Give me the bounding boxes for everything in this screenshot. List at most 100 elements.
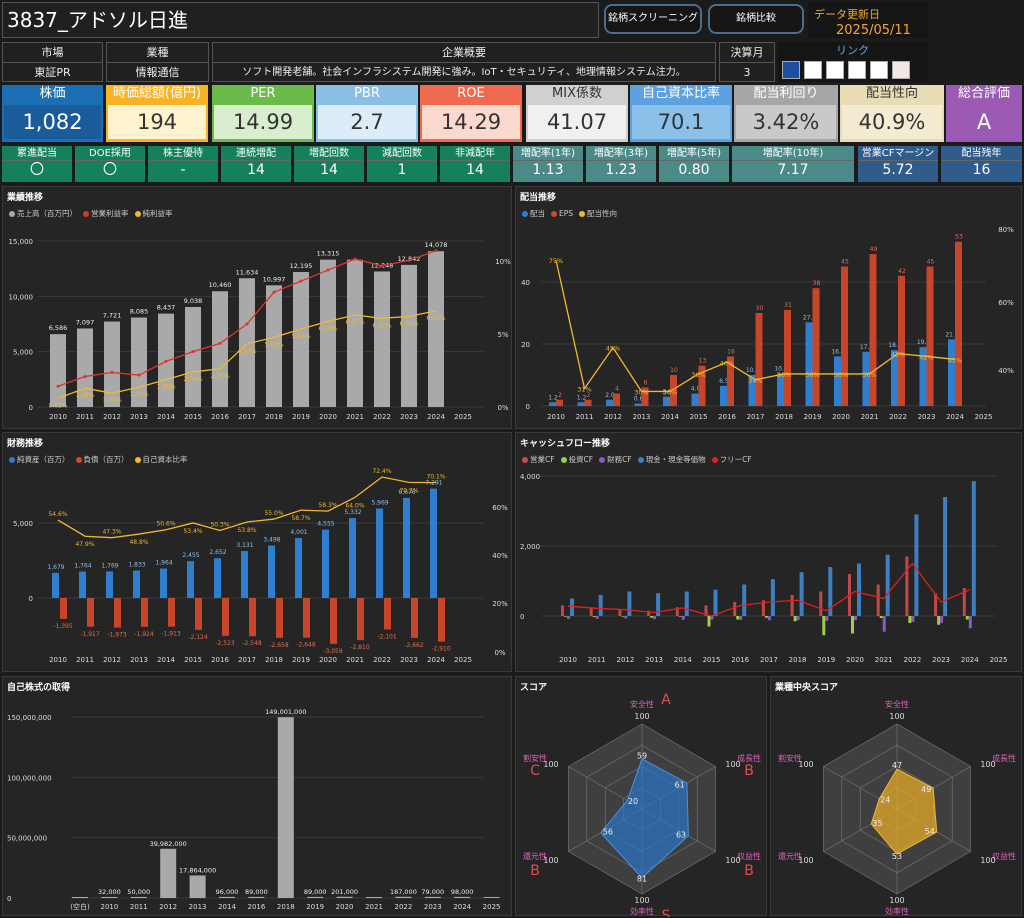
x-tick-label: 2021 (346, 656, 364, 664)
metric-tile: 時価総額(億円) 194 (106, 85, 208, 142)
indicator-label: 営業CFマージン (858, 146, 938, 161)
x-tick-label: 2022 (394, 903, 412, 911)
metric-value: 14.99 (214, 105, 312, 139)
legend-cash: 現金・現金等価物 (645, 455, 706, 464)
stock-screening-button[interactable]: 銘柄スクリーニング (604, 4, 702, 34)
sales-bar (77, 328, 93, 407)
stock-compare-button[interactable]: 銘柄比較 (708, 4, 804, 34)
metric-tile: 配当利回り 3.42% (734, 85, 838, 142)
shikiho-link-icon[interactable] (870, 61, 888, 79)
legend-op-margin: 営業利益率 (91, 209, 129, 218)
summary-value: ソフト開発老舗。社会インフラシステム開発に強み。IoT・セキュリティ、地理情報シ… (242, 67, 686, 78)
metric-value: A (948, 105, 1020, 139)
eps-bar (584, 399, 592, 406)
ir-link-icon[interactable] (782, 61, 800, 79)
update-date: 2025/05/11 (836, 23, 911, 38)
industry-score-radar: 474954533524安全性100成長性100収益性100効率性100還元性1… (778, 699, 1016, 916)
x-tick-label: 2022 (373, 413, 391, 421)
dividend-label: 10.0 (746, 367, 760, 374)
metric-label: ROE (457, 86, 485, 101)
x-tick-label: 2024 (453, 903, 471, 911)
inv-cf-bar (564, 616, 567, 617)
cash-bar (627, 591, 632, 616)
ratio-label: 47.3% (102, 529, 121, 536)
eps-bar (613, 393, 620, 406)
x-tick-label: 2018 (277, 903, 295, 911)
metric-tile: 自己資本比率 70.1 (630, 85, 732, 142)
x-tick-label: 2020 (832, 413, 850, 421)
cashflow-chart: 0 2,000 4,000 2010 2011 2012 2013 2014 2015 2016 2… (520, 473, 1008, 664)
ratio-label: 64.0% (345, 502, 364, 509)
dividend-label: 27.0 (803, 314, 817, 321)
market-header: 市場 (3, 43, 102, 63)
dividend-label: 6.5 (719, 378, 729, 385)
metric-value: 40.9% (842, 105, 942, 139)
page-title: 3837_アドソル日進 (2, 2, 599, 38)
metric-value: 14.29 (422, 105, 520, 139)
buyback-bar (366, 897, 382, 898)
dividend-bar (919, 347, 927, 406)
score-radar: 596163815620安全性100成長性100収益性100効率性100還元性1… (523, 692, 761, 917)
fin-cf-bar (940, 616, 944, 623)
buyback-bar (160, 848, 177, 898)
payout-label: 36% (805, 371, 819, 379)
indicator-tile: DOE採用〇 (75, 146, 145, 182)
indicator-tile: 増配率(1年) 1.13 (513, 146, 583, 182)
eps-bar (755, 313, 763, 406)
indicator-value: 14 (466, 162, 484, 178)
cash-bar (742, 584, 747, 616)
x-tick-label: 2010 (547, 413, 565, 421)
eps-bar (556, 399, 563, 406)
op-cf-bar (561, 605, 564, 616)
buyback-bar (72, 897, 88, 898)
payout-label: 41% (948, 356, 962, 364)
yutai-link-icon[interactable] (892, 61, 910, 79)
indicator-value: 14 (247, 162, 265, 178)
x-tick-label: 2014 (218, 903, 236, 911)
liab-bar (141, 598, 148, 627)
kabutan-link-icon[interactable] (804, 61, 822, 79)
buyback-bar (424, 896, 441, 898)
market-value: 東証PR (34, 66, 71, 79)
equity-label: 1,833 (128, 562, 145, 569)
dividend-label: 3.0 (662, 389, 672, 396)
indicator-value: 〇 (103, 162, 117, 178)
dividend-label: 18.0 (888, 342, 902, 349)
x-tick-label: 2018 (789, 656, 807, 664)
inv-cf-bar (678, 616, 682, 617)
radar-grade: C (530, 763, 540, 779)
liab-label: -1,913 (161, 631, 181, 638)
indicator-tile: 増配回数 14 (294, 146, 364, 182)
x-tick-label: (空白) (70, 902, 90, 911)
buyback-label: 50,000 (127, 888, 150, 896)
x-tick-label: 2011 (588, 656, 606, 664)
buyback-chart: 0 50,000,000 100,000,000 150,000,000 32,000 5… (7, 708, 501, 911)
x-tick-label: 2025 (990, 656, 1008, 664)
eps-bar (898, 275, 905, 406)
finance-panel: 財務推移 純資産（百万） 負債（百万） 自己資本比率 0 5,000 0% 20% 40% 6… (2, 432, 512, 672)
y2-tick-label: 40% (492, 552, 508, 560)
equity-label: 2,455 (182, 552, 199, 559)
x-tick-label: 2012 (616, 656, 634, 664)
x-tick-label: 2022 (889, 413, 907, 421)
dividend-label: 1.2 (577, 394, 587, 401)
equity-label: 5,332 (344, 509, 361, 516)
minkabu-link-icon[interactable] (826, 61, 844, 79)
fin-cf-bar (653, 616, 657, 620)
op-margin-point (164, 359, 168, 363)
dividend-bar (577, 402, 585, 406)
ratio-label: 54.6% (48, 511, 67, 518)
radar-value: 47 (892, 761, 902, 770)
op-cf-bar (905, 556, 909, 616)
cash-bar (570, 598, 574, 616)
x-tick-label: 2024 (427, 413, 445, 421)
inv-cf-bar (822, 616, 826, 636)
x-tick-label: 2020 (336, 903, 354, 911)
radar-value: 59 (637, 751, 647, 760)
x-tick-label: 2017 (238, 656, 256, 664)
inv-cf-bar (621, 616, 625, 617)
liab-label: -2,658 (269, 642, 289, 649)
x-tick-label: 2018 (775, 413, 793, 421)
chart-link-icon[interactable] (848, 61, 866, 79)
radar-axis-label: 成長性 (992, 753, 1016, 763)
